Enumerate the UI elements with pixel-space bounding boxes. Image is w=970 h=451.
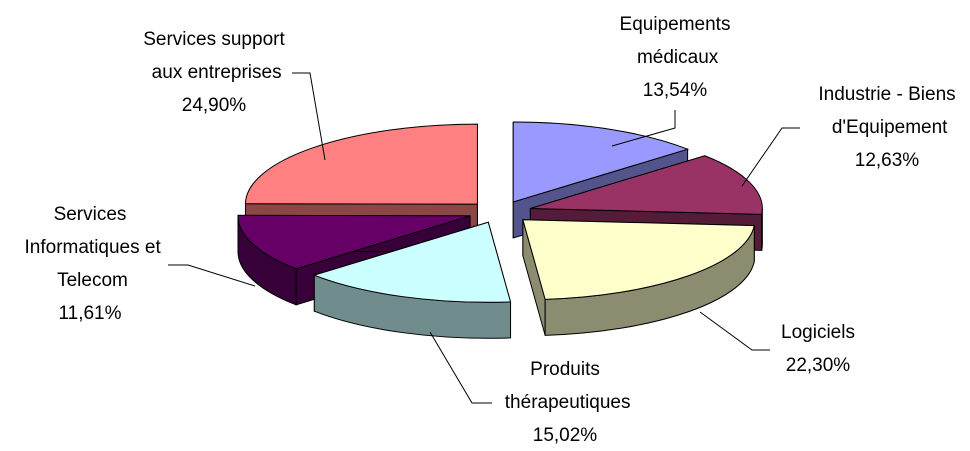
labels: Equipements médicaux 13,54% Industrie - Bi… [19, 14, 955, 446]
leader-line [699, 311, 770, 351]
slice [530, 155, 763, 215]
value-label: 12,63% [855, 150, 920, 171]
value-label: 15,02% [533, 425, 598, 446]
slice [522, 219, 755, 336]
slice [312, 221, 512, 303]
leader-line [168, 264, 256, 287]
value-label: 11,61% [58, 303, 121, 324]
value-label: 24,90% [182, 95, 247, 116]
slice-label: Produits thérapeutiques [500, 359, 631, 413]
slice [512, 121, 690, 203]
leader-line [429, 331, 492, 404]
slice [522, 219, 755, 300]
leader-line [741, 127, 800, 187]
slice-label: Logiciels [781, 322, 855, 343]
leader-line [611, 110, 676, 147]
value-label: 22,30% [786, 355, 851, 376]
slice-label: Equipements médicaux [620, 14, 731, 68]
value-label: 13,54% [643, 80, 708, 101]
slice [312, 221, 512, 339]
leader-line [292, 72, 326, 161]
slices [237, 121, 763, 339]
slice-label: Industrie - Biens d'Equipement [818, 84, 955, 138]
slice [237, 214, 471, 270]
slice-label: Services Informatiques et Telecom [19, 204, 161, 291]
slice-label: Services support aux entreprises [143, 29, 285, 83]
slice [244, 123, 478, 205]
